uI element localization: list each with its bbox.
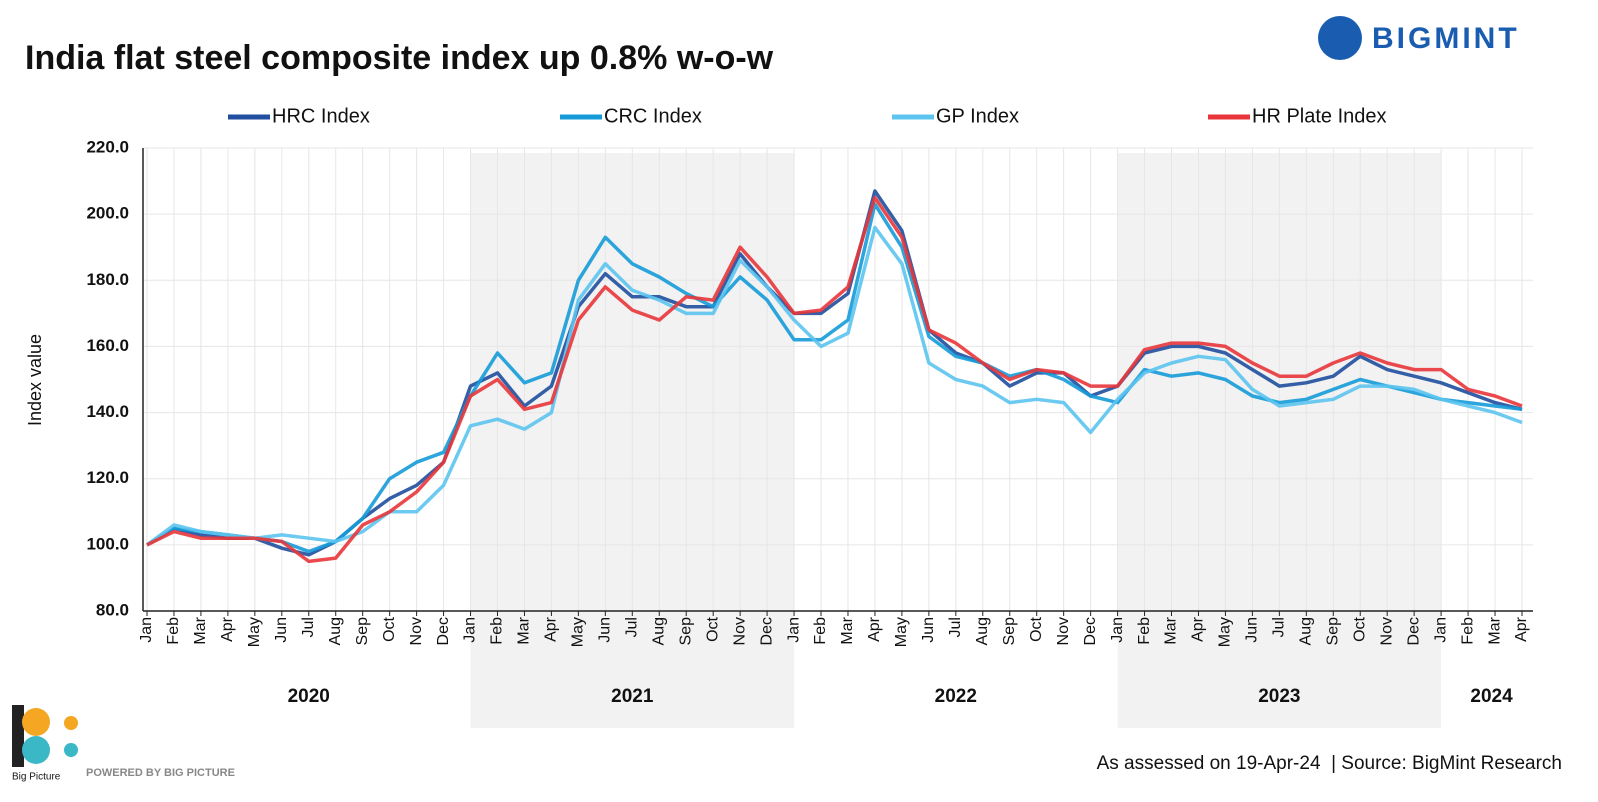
x-tick-label: Jan: [1432, 617, 1449, 643]
x-tick-label: Oct: [1028, 616, 1045, 641]
year-label: 2022: [935, 686, 977, 707]
series-line: [146, 195, 1523, 564]
x-tick-label: Oct: [704, 616, 721, 641]
y-tick-label: 80.0: [96, 600, 129, 619]
logo-shape: [22, 736, 50, 764]
x-tick-label: Feb: [1459, 617, 1476, 645]
x-tick-label: Apr: [1513, 616, 1530, 642]
x-tick-label: Jul: [947, 617, 964, 637]
x-tick-label: May: [1217, 617, 1234, 647]
footer-note: As assessed on 19-Apr-24 | Source: BigMi…: [1097, 753, 1562, 774]
x-tick-label: Jun: [1244, 617, 1261, 643]
y-tick-label: 180.0: [86, 270, 129, 289]
legend-label: HRC Index: [272, 105, 370, 127]
x-tick-label: Mar: [516, 616, 533, 644]
legend-label: GP Index: [936, 105, 1019, 127]
x-tick-label: Jan: [1109, 617, 1126, 643]
x-tick-label: Feb: [165, 617, 182, 645]
x-tick-label: Sep: [1001, 617, 1018, 646]
x-tick-label: Apr: [219, 616, 236, 642]
y-axis-label: Index value: [25, 334, 45, 426]
x-tick-label: Aug: [650, 617, 667, 645]
x-tick-label: Oct: [1351, 616, 1368, 641]
series-line: [145, 225, 1523, 547]
year-label: 2021: [611, 686, 654, 707]
year-label: 2023: [1258, 686, 1300, 707]
x-tick-label: Aug: [327, 617, 344, 645]
series-line: [146, 202, 1523, 554]
y-tick-label: 160.0: [86, 336, 129, 355]
x-tick-label: Nov: [1378, 617, 1395, 645]
y-tick-label: 220.0: [86, 137, 129, 156]
x-tick-label: Jan: [785, 617, 802, 643]
x-tick-label: Dec: [435, 617, 452, 645]
x-tick-label: Jun: [597, 617, 614, 643]
x-tick-label: Nov: [1055, 617, 1072, 645]
x-tick-label: Aug: [1298, 617, 1315, 645]
x-tick-label: Jul: [1271, 617, 1288, 637]
brand: BIGMINT: [1372, 22, 1520, 55]
year-label: 2024: [1470, 686, 1513, 707]
x-tick-label: Mar: [1163, 616, 1180, 644]
x-tick-label: Mar: [192, 616, 209, 644]
x-tick-label: Dec: [1405, 617, 1422, 645]
x-tick-label: Dec: [1082, 617, 1099, 645]
x-tick-label: Sep: [677, 617, 694, 646]
x-tick-label: Aug: [974, 617, 991, 645]
powered-by: POWERED BY BIG PICTURE: [86, 767, 235, 779]
x-tick-label: Sep: [1324, 617, 1341, 646]
x-tick-label: Nov: [408, 617, 425, 645]
x-tick-label: Feb: [489, 617, 506, 645]
x-tick-label: Jun: [920, 617, 937, 643]
x-tick-label: Jun: [273, 617, 290, 643]
legend-label: CRC Index: [604, 105, 702, 127]
logo-bar: [12, 705, 24, 767]
legend-label: HR Plate Index: [1252, 105, 1387, 127]
x-tick-label: Jan: [462, 617, 479, 643]
logo-dot: [64, 743, 78, 757]
x-tick-label: Nov: [731, 617, 748, 645]
x-tick-label: Jul: [624, 617, 641, 637]
logo-text: Big Picture: [12, 772, 61, 783]
x-tick-label: Mar: [1486, 616, 1503, 644]
x-tick-label: Jan: [138, 617, 155, 643]
logo-shape: [22, 708, 50, 736]
y-tick-label: 120.0: [86, 468, 129, 487]
brand-icon: [1318, 16, 1362, 60]
x-tick-label: Oct: [381, 616, 398, 641]
year-label: 2020: [288, 686, 330, 707]
y-tick-label: 200.0: [86, 204, 129, 223]
x-tick-label: Mar: [839, 616, 856, 644]
y-tick-label: 140.0: [86, 402, 129, 421]
x-tick-label: Apr: [543, 616, 560, 642]
x-tick-label: May: [570, 617, 587, 647]
x-tick-label: Feb: [1136, 617, 1153, 645]
x-tick-label: May: [893, 617, 910, 647]
x-tick-label: Dec: [758, 617, 775, 645]
x-tick-label: Sep: [354, 617, 371, 646]
x-tick-label: Feb: [812, 617, 829, 645]
x-tick-label: May: [246, 617, 263, 647]
logo-dot: [64, 716, 78, 730]
x-tick-label: Apr: [1190, 616, 1207, 642]
x-tick-label: Apr: [866, 616, 883, 642]
x-tick-label: Jul: [300, 617, 317, 637]
y-tick-label: 100.0: [86, 534, 129, 553]
chart-title: India flat steel composite index up 0.8%…: [25, 39, 774, 77]
series-line: [146, 189, 1523, 557]
